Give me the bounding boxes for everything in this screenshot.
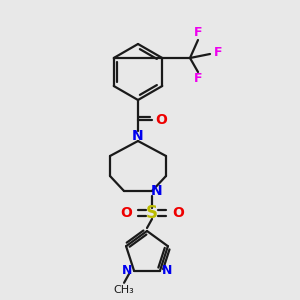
Text: O: O	[155, 113, 167, 127]
Text: S: S	[146, 204, 158, 222]
Text: F: F	[194, 26, 202, 40]
Text: F: F	[214, 46, 222, 59]
Text: CH₃: CH₃	[114, 285, 134, 295]
Text: N: N	[132, 129, 144, 143]
Text: O: O	[120, 206, 132, 220]
Text: F: F	[194, 73, 202, 85]
Text: N: N	[151, 184, 163, 198]
Text: O: O	[172, 206, 184, 220]
Text: N: N	[122, 264, 132, 277]
Text: N: N	[162, 264, 172, 277]
